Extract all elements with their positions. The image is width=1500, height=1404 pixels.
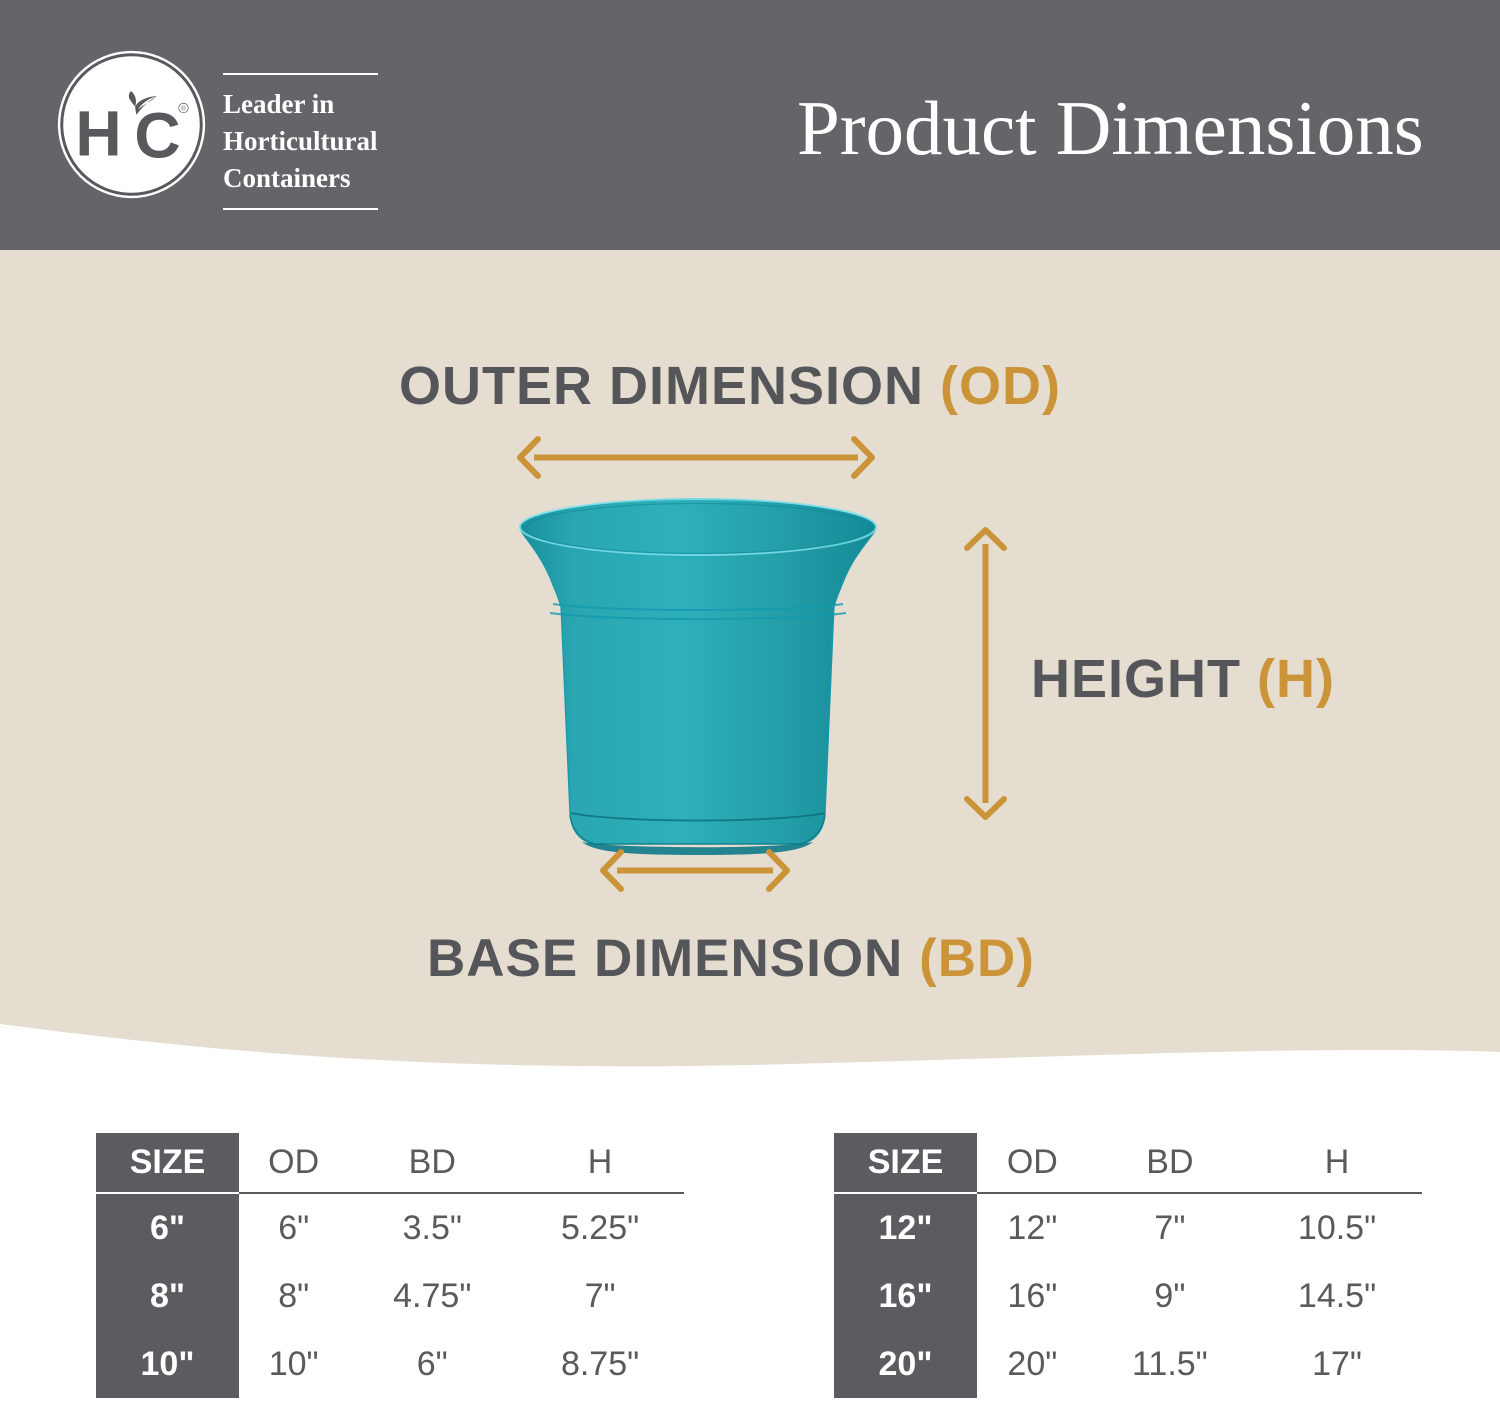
svg-text:H: H	[75, 98, 121, 170]
svg-text:C: C	[134, 99, 180, 171]
svg-text:®: ®	[181, 105, 186, 112]
